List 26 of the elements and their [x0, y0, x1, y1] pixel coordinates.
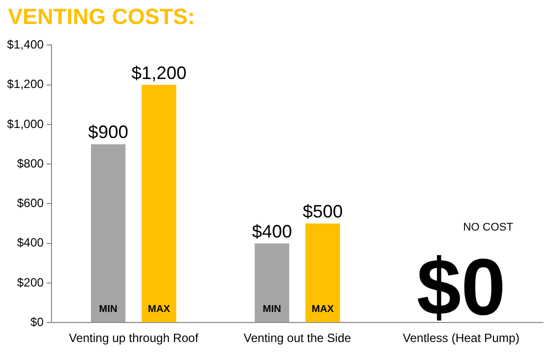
bar	[90, 144, 126, 322]
y-tick-label: $600	[17, 196, 44, 210]
annotation: $0	[416, 242, 506, 332]
y-tick-label: $200	[17, 275, 44, 290]
data-label: $1,200	[131, 62, 186, 83]
y-tick-label: $0	[30, 314, 44, 329]
bar	[254, 243, 290, 322]
data-label: $400	[252, 221, 292, 242]
y-tick-label: $400	[17, 236, 44, 250]
annotation: NO COST	[463, 222, 514, 234]
bar	[142, 84, 176, 322]
text: MAX	[312, 304, 334, 315]
x-tick-label: Venting out the Side	[244, 331, 352, 346]
chart-title: VENTING COSTS:	[8, 4, 196, 30]
text: MIN	[262, 304, 282, 315]
y-tick-label: $800	[17, 156, 44, 170]
x-tick-label: Ventless (Heat Pump)	[402, 331, 520, 346]
y-tick-label: $1,200	[7, 77, 44, 92]
data-label: $900	[88, 122, 128, 142]
bar	[305, 224, 340, 322]
data-label: $500	[302, 201, 343, 222]
series-label: MAX	[148, 304, 170, 315]
y-tick-label: $1,400	[7, 38, 44, 52]
y-tick-label: $1,000	[7, 116, 44, 131]
series-label: MIN	[99, 304, 118, 315]
x-tick-label: Venting up through Roof	[68, 331, 199, 346]
